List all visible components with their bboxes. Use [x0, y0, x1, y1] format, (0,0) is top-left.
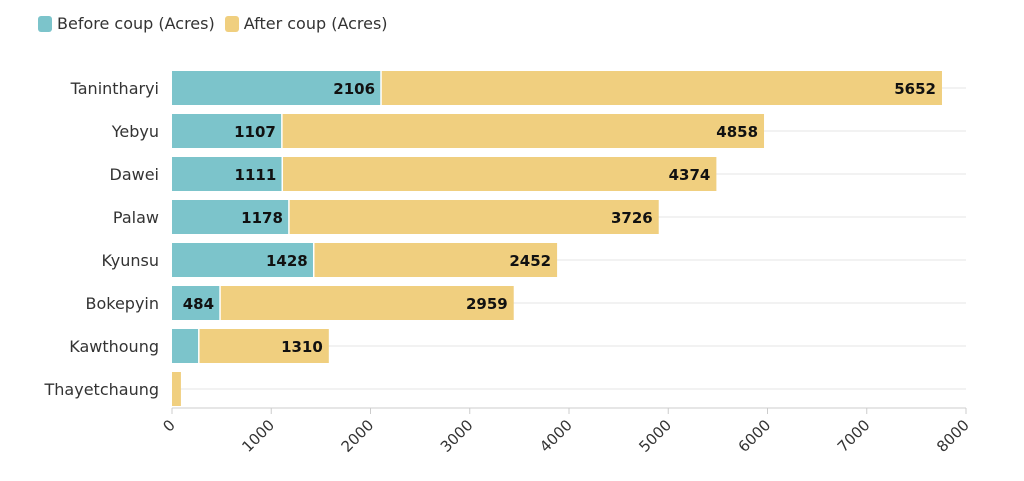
bar-value-label: 5652: [894, 80, 936, 98]
bar-after-coup: [220, 286, 514, 320]
category-label: Yebyu: [111, 122, 159, 141]
legend-item-after[interactable]: After coup (Acres): [224, 14, 388, 33]
bar-before-coup: [172, 243, 314, 277]
category-label: Dawei: [110, 165, 160, 184]
bar-before-coup: [172, 200, 289, 234]
x-tick-label: 6000: [735, 416, 775, 456]
x-tick-label: 4000: [536, 416, 576, 456]
bar-value-label: 1107: [234, 123, 276, 141]
x-tick-label: 7000: [834, 416, 874, 456]
bar-value-label: 2959: [466, 295, 508, 313]
bar-value-label: 3726: [611, 209, 653, 227]
bar-value-label: 1428: [266, 252, 308, 270]
bar-after-coup: [198, 329, 329, 363]
x-tick-label: 5000: [635, 416, 675, 456]
bar-value-label: 4858: [716, 123, 758, 141]
category-label: Thayetchaung: [44, 380, 159, 399]
category-label: Tanintharyi: [70, 79, 159, 98]
legend-label-after: After coup (Acres): [243, 14, 388, 33]
x-tick-label: 8000: [933, 416, 973, 456]
bar-after-coup: [282, 157, 717, 191]
x-tick-label: 0: [159, 416, 178, 435]
bar-value-label: 2452: [509, 252, 551, 270]
legend-label-before: Before coup (Acres): [57, 14, 215, 33]
bar-value-label: 2106: [333, 80, 375, 98]
legend-item-before[interactable]: Before coup (Acres): [38, 14, 215, 33]
legend-swatch-before: [38, 15, 52, 32]
category-label: Palaw: [113, 208, 159, 227]
category-label: Bokepyin: [85, 294, 159, 313]
bar-after-coup: [172, 372, 181, 406]
bar-before-coup: [172, 71, 382, 105]
bar-after-coup: [288, 200, 659, 234]
bar-after-coup: [313, 243, 558, 277]
bar-value-label: 1178: [241, 209, 283, 227]
bar-value-label: 484: [183, 295, 214, 313]
bar-value-label: 1310: [281, 338, 323, 356]
x-tick-label: 2000: [338, 416, 378, 456]
x-tick-label: 1000: [238, 416, 278, 456]
category-label: Kawthoung: [69, 337, 159, 356]
bar-before-coup: [172, 114, 282, 148]
bar-after-coup: [381, 71, 942, 105]
bar-before-coup: [172, 157, 283, 191]
x-tick-label: 3000: [437, 416, 477, 456]
bar-after-coup: [281, 114, 765, 148]
bar-value-label: 1111: [235, 166, 277, 184]
bar-before-coup: [172, 286, 221, 320]
legend-swatch-after: [224, 15, 239, 32]
legend: Before coup (Acres) After coup (Acres): [38, 14, 388, 33]
category-label: Kyunsu: [101, 251, 159, 270]
bar-before-coup: [172, 329, 199, 363]
bar-value-label: 4374: [669, 166, 711, 184]
